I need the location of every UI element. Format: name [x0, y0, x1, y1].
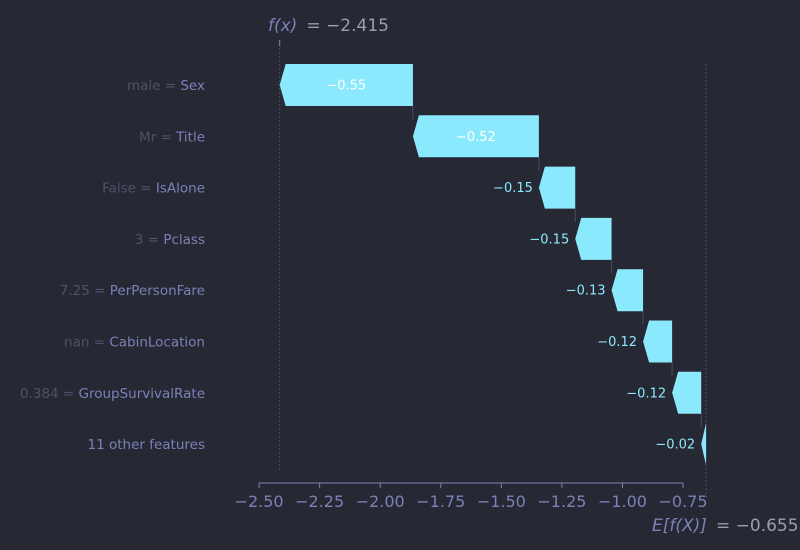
x-tick-label: −1.75: [416, 492, 465, 511]
fx-value: = −2.415: [306, 16, 389, 36]
feature-name: IsAlone: [156, 181, 205, 197]
feature-value: 7.25 =: [60, 283, 110, 299]
feature-name: PerPersonFare: [110, 283, 205, 299]
x-axis: −2.50 −2.25 −2.00 −1.75 −1.50 −1.25 −1.00 −0.75: [235, 482, 708, 511]
feature-label: male = Sex: [127, 78, 205, 94]
feature-name: 11 other features: [88, 437, 206, 453]
bar: [412, 115, 539, 158]
feature-name: Title: [175, 129, 205, 145]
bar: [538, 166, 576, 209]
feature-label: 0.384 = GroupSurvivalRate: [20, 386, 205, 402]
fx-annotation: f(x) = −2.415: [268, 16, 389, 36]
feature-name: Sex: [180, 78, 205, 94]
x-tick-label: −1.25: [537, 492, 586, 511]
bar-value-label: −0.15: [493, 181, 533, 196]
feature-label: False = IsAlone: [102, 181, 205, 197]
bar: [701, 423, 707, 466]
bar: [575, 217, 612, 260]
x-tick-label: −2.25: [295, 492, 344, 511]
bar-value-label: −0.15: [529, 232, 569, 247]
feature-name: CabinLocation: [109, 335, 205, 351]
x-tick-label: −1.50: [477, 492, 526, 511]
feature-labels: male = Sex Mr = Title False = IsAlone 3 = P…: [20, 78, 205, 453]
bar-value-label: −0.12: [626, 386, 666, 401]
x-tick-label: −1.00: [598, 492, 647, 511]
feature-label: 7.25 = PerPersonFare: [60, 283, 205, 299]
bar: [279, 64, 413, 106]
expected-value-annotation: E[f(X)] = −0.655: [652, 516, 799, 536]
ex-label: E[f(X)]: [652, 516, 707, 536]
feature-name: GroupSurvivalRate: [79, 386, 205, 402]
bar-value-label: −0.02: [655, 438, 695, 453]
feature-name: Pclass: [163, 232, 205, 248]
bar-value-label: −0.12: [597, 335, 637, 350]
bar: [611, 269, 644, 312]
feature-value: False =: [102, 181, 156, 197]
feature-label: 11 other features: [88, 437, 206, 453]
bar: [643, 320, 673, 363]
feature-value: Mr =: [139, 129, 176, 145]
x-tick-label: −2.00: [356, 492, 405, 511]
bar-value-label: −0.13: [566, 284, 606, 299]
feature-label: 3 = Pclass: [135, 232, 205, 248]
feature-value: nan =: [64, 335, 109, 351]
bar: [672, 371, 702, 414]
x-tick-label: −2.50: [235, 492, 284, 511]
reference-lines: [279, 40, 707, 500]
feature-value: 3 =: [135, 232, 163, 248]
feature-value: male =: [127, 78, 180, 94]
bars: −0.55 −0.52 −0.15 −0.15 −0.13 −0.12 −0.12 −0.02: [279, 64, 707, 466]
feature-label: Mr = Title: [139, 129, 205, 145]
bar-value-label: −0.52: [456, 130, 496, 145]
x-tick-label: −0.75: [659, 492, 708, 511]
ex-value: = −0.655: [716, 516, 799, 536]
fx-label: f(x): [268, 16, 297, 36]
feature-label: nan = CabinLocation: [64, 335, 205, 351]
feature-value: 0.384 =: [20, 386, 79, 402]
bar-value-label: −0.55: [326, 79, 366, 94]
